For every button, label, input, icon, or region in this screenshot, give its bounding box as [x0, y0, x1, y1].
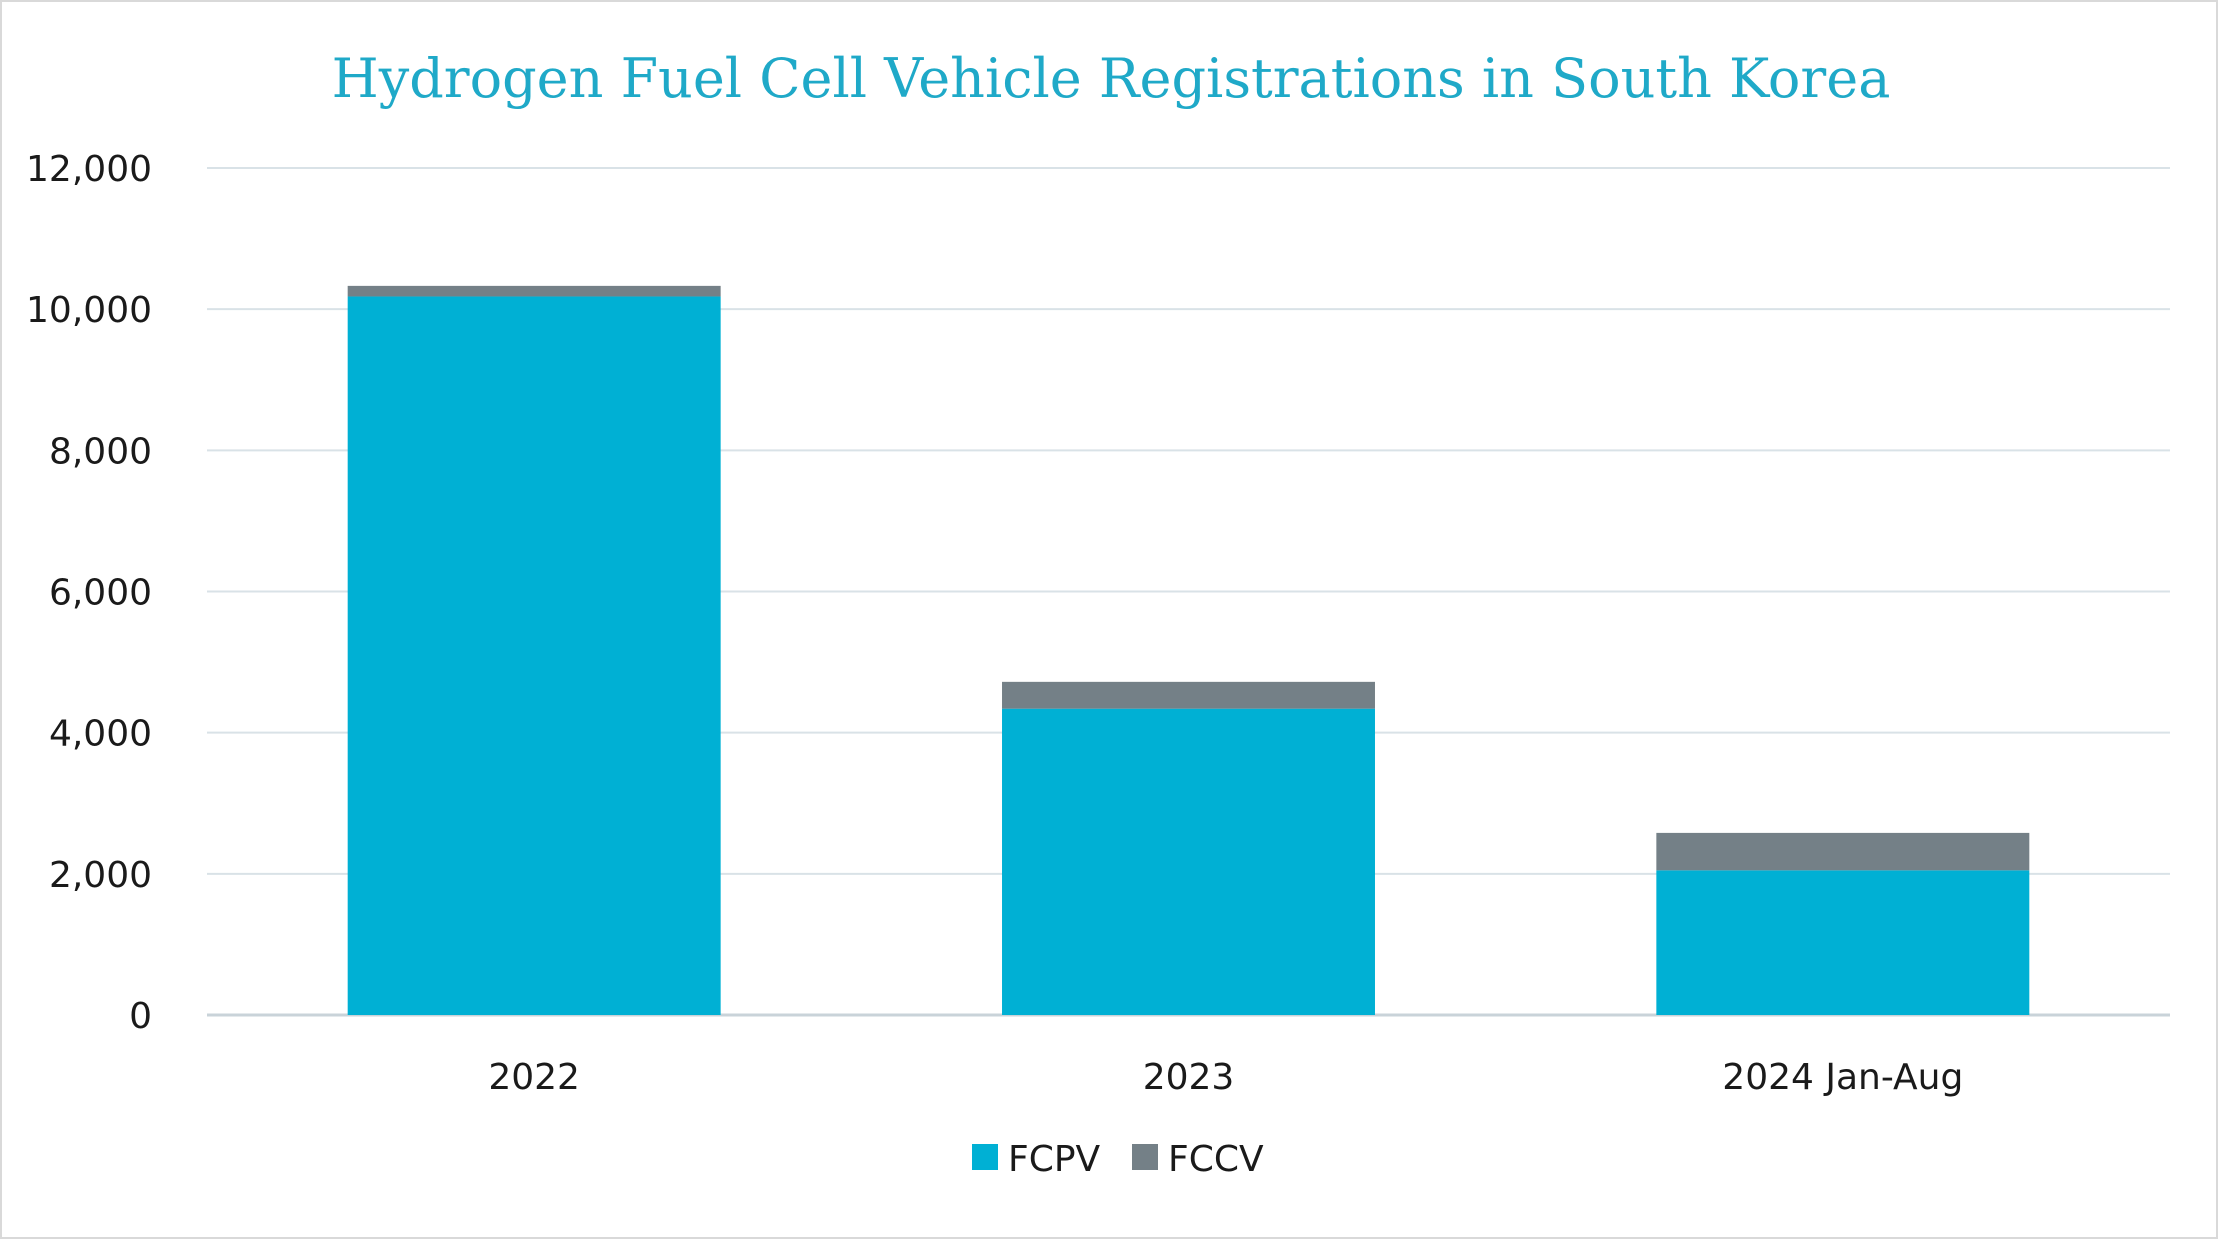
x-tick-label: 2022 [488, 1057, 580, 1098]
bar-fccv-1 [347, 285, 721, 297]
y-tick-label: 10,000 [26, 290, 152, 331]
legend-label-fcpv: FCPV [1008, 1139, 1101, 1180]
y-tick-label: 12,000 [26, 149, 152, 190]
y-tick-label: 6,000 [49, 573, 152, 614]
bar-fccv-2 [1002, 681, 1375, 709]
legend-swatch-fcpv [972, 1144, 998, 1170]
y-tick-label: 8,000 [49, 431, 152, 472]
y-axis-ticks: 0 2,000 4,000 6,000 8,000 10,000 12,000 [26, 149, 152, 1037]
x-tick-label: 2024 Jan-Aug [1722, 1057, 1963, 1098]
y-tick-label: 4,000 [49, 714, 152, 755]
bar-fcpv-1 [347, 296, 721, 1015]
chart-title: Hydrogen Fuel Cell Vehicle Registrations… [332, 47, 1891, 110]
legend-swatch-fccv [1132, 1144, 1158, 1170]
bar-fcpv-2 [1002, 708, 1375, 1015]
legend-label-fccv: FCCV [1168, 1139, 1264, 1180]
x-tick-label: 2023 [1143, 1057, 1235, 1098]
bar-fccv-3 [1656, 832, 2030, 871]
y-tick-label: 2,000 [49, 855, 152, 896]
x-axis-ticks: 2022 2023 2024 Jan-Aug [488, 1057, 1963, 1098]
legend: FCPV FCCV [972, 1139, 1264, 1180]
y-tick-label: 0 [129, 996, 152, 1037]
bar-fcpv-3 [1656, 870, 2030, 1015]
bars [347, 285, 2030, 1015]
